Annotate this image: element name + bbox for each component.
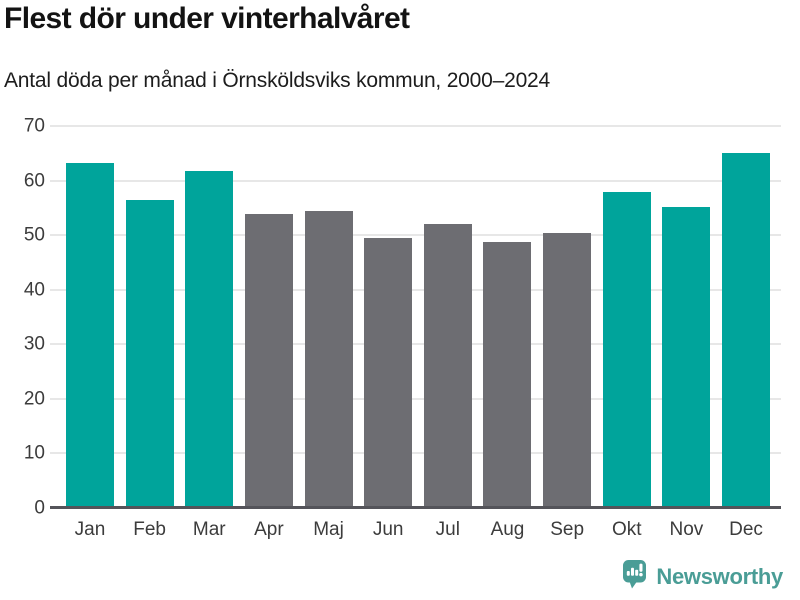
gridline <box>55 452 781 455</box>
y-tick-mark <box>50 288 61 291</box>
gridline <box>55 179 781 182</box>
chart-title: Flest dör under vinterhalvåret <box>4 2 410 35</box>
gridline <box>55 343 781 346</box>
bar-jan <box>66 162 114 508</box>
bar-aug <box>483 242 532 508</box>
y-axis-tick-label: 50 <box>23 224 45 246</box>
plot-area: 0 10 20 30 40 50 60 70 Jan Feb Mar Apr Maj Jun Jul Aug S… <box>24 117 781 539</box>
x-axis-tick-label: Dec <box>729 519 763 540</box>
bar-jun <box>364 238 413 508</box>
y-axis-tick-label: 60 <box>23 170 45 192</box>
gridline <box>55 234 781 237</box>
gridline <box>55 125 781 127</box>
bar-dec <box>722 153 771 508</box>
gridline <box>55 288 781 291</box>
bar-nov <box>662 206 711 508</box>
bar-sep <box>543 232 592 508</box>
x-axis-tick-label: Jun <box>372 519 404 540</box>
y-axis-tick-label: 20 <box>23 388 45 410</box>
gridline <box>55 397 781 400</box>
y-tick-mark <box>50 179 61 182</box>
bar-chart-speech-bubble-icon <box>622 559 647 595</box>
y-axis-tick-label: 0 <box>34 497 45 519</box>
brand-footer: Newsworthy <box>622 559 783 595</box>
y-axis-tick-label: 10 <box>23 442 45 464</box>
y-tick-mark <box>50 452 61 455</box>
x-axis-tick-label: Okt <box>611 519 642 540</box>
chart-subtitle: Antal döda per månad i Örnsköldsviks kom… <box>4 69 551 92</box>
x-axis-tick-label: Jul <box>435 519 460 540</box>
bar-jul <box>423 223 472 508</box>
x-axis-tick-label: Mar <box>192 519 226 540</box>
y-tick-mark <box>50 234 61 237</box>
x-axis-tick-label: Feb <box>133 519 166 540</box>
newsworthy-wordmark: Newsworthy <box>656 564 783 589</box>
bar-mar <box>185 171 234 508</box>
bar-okt <box>602 192 651 508</box>
x-axis-tick-label: Jan <box>74 519 106 540</box>
x-axis-tick-label: Nov <box>669 519 704 540</box>
y-tick-mark <box>50 397 61 400</box>
bar-feb <box>125 199 174 508</box>
x-axis-tick-label: Sep <box>550 519 585 540</box>
y-tick-mark <box>50 343 61 346</box>
x-axis-tick-label: Apr <box>254 519 284 540</box>
bar-apr <box>244 214 293 508</box>
x-axis-baseline <box>50 506 781 509</box>
x-axis-tick-label: Maj <box>313 519 344 540</box>
y-axis-tick-label: 70 <box>23 115 45 137</box>
y-axis-tick-label: 40 <box>23 279 45 301</box>
bar-maj <box>304 211 353 508</box>
x-axis-tick-label: Aug <box>490 519 525 540</box>
y-tick-mark <box>50 125 61 127</box>
y-axis-tick-label: 30 <box>23 333 45 355</box>
